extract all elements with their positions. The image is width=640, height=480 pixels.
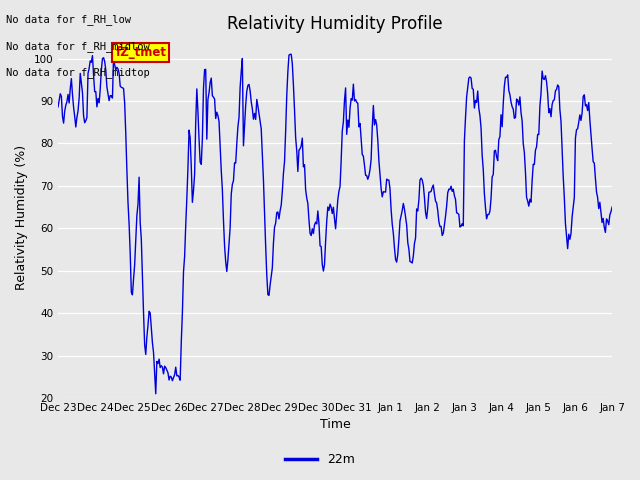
Y-axis label: Relativity Humidity (%): Relativity Humidity (%)	[15, 145, 28, 290]
Text: fZ_tmet: fZ_tmet	[115, 47, 166, 60]
X-axis label: Time: Time	[319, 419, 351, 432]
Title: Relativity Humidity Profile: Relativity Humidity Profile	[227, 15, 443, 33]
Legend: 22m: 22m	[280, 448, 360, 471]
Text: No data for f_RH_low: No data for f_RH_low	[6, 14, 131, 25]
Text: No data for f_RH_midtop: No data for f_RH_midtop	[6, 67, 150, 78]
Text: No data for f_RH_midlow: No data for f_RH_midlow	[6, 41, 150, 52]
